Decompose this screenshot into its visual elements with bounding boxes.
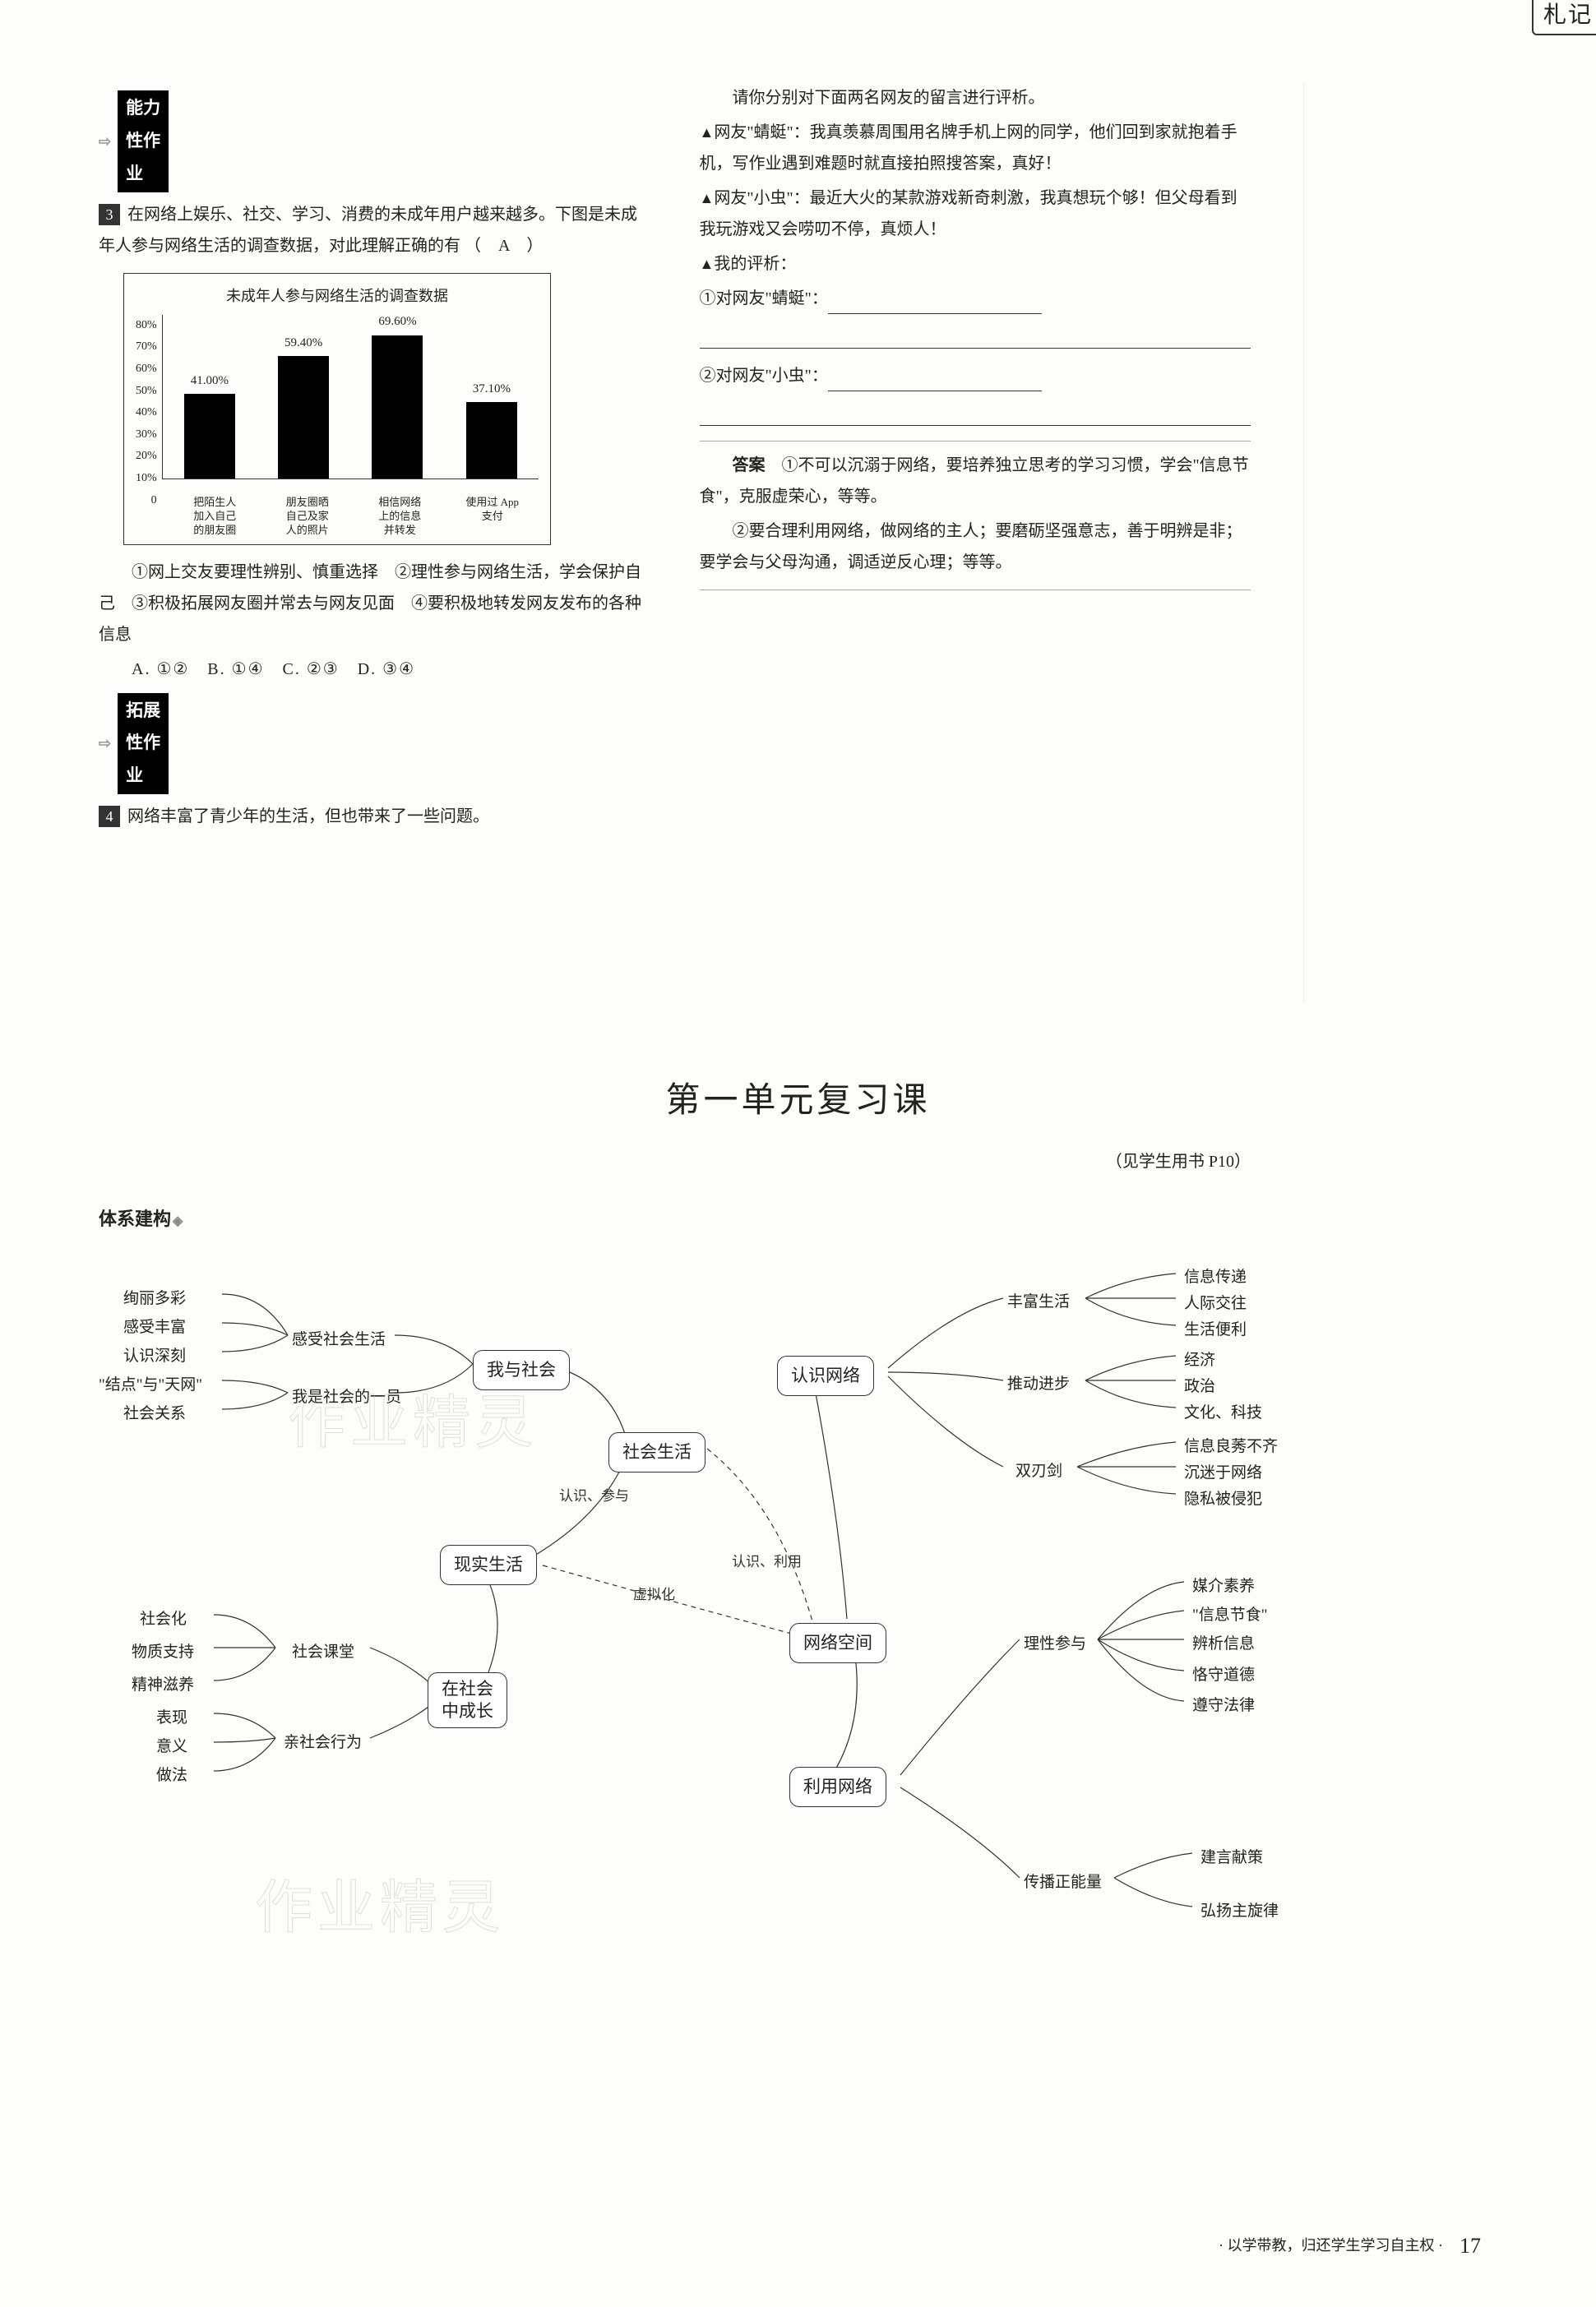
q3-options: ①网上交友要理性辨别、慎重选择 ②理性参与网络生活，学会保护自己 ③积极拓展网友… [99, 557, 650, 650]
blank-line [700, 395, 1251, 426]
branch: 亲社会行为 [284, 1728, 362, 1758]
leaf: 物质支持 [132, 1638, 194, 1667]
leaf: 政治 [1184, 1372, 1215, 1402]
section-ability-title: ⇨ 能力性作业 [99, 90, 650, 192]
leaf: 信息传递 [1184, 1263, 1247, 1292]
leaf: 遵守法律 [1192, 1691, 1255, 1721]
node-net-space: 网络空间 [789, 1623, 886, 1664]
leaf: 表现 [156, 1704, 187, 1733]
framework-heading: 体系建构◈ [99, 1202, 1497, 1237]
leaf: 建言献策 [1200, 1843, 1263, 1873]
friend2-block: ▲网友"小虫"：最近大火的某款游戏新奇刺激，我真想玩个够！但父母看到我玩游戏又会… [700, 183, 1251, 245]
lesson-notes-stamp: 备课 札记 [1532, 0, 1596, 35]
q3-choices: A. ①② B. ①④ C. ②③ D. ③④ [132, 654, 650, 685]
leaf: 绚丽多彩 [123, 1284, 186, 1314]
question-number-3: 3 [99, 204, 120, 225]
concept-map: 绚丽多彩 感受丰富 认识深刻 "结点"与"天网" 社会关系 感受社会生活 我是社… [99, 1245, 1332, 1985]
q3-answer: A [498, 237, 516, 255]
answer-title: 答案 [733, 456, 766, 474]
watermark: 作业精灵 [255, 1853, 505, 1963]
q4-stem: 4 网络丰富了青少年的生活，但也带来了一些问题。 [99, 801, 650, 832]
branch: 感受社会生活 [292, 1325, 386, 1355]
branch: 社会课堂 [292, 1638, 354, 1667]
my-comment-label: ▲我的评析： [700, 248, 1251, 280]
branch: 理性参与 [1024, 1630, 1086, 1659]
section-extend-title: ⇨ 拓展性作业 [99, 693, 650, 795]
leaf: 媒介素养 [1192, 1572, 1255, 1602]
branch: 推动进步 [1007, 1370, 1070, 1399]
leaf: 意义 [156, 1732, 187, 1762]
leaf: "结点"与"天网" [99, 1371, 202, 1400]
edge-label: 认识、利用 [732, 1549, 802, 1575]
blank-friend1: ①对网友"蜻蜓"： [700, 283, 1251, 314]
two-column-layout: ⇨ 能力性作业 3 在网络上娱乐、社交、学习、消费的未成年用户越来越多。下图是未… [99, 82, 1497, 1003]
notes-margin-column [1300, 82, 1497, 1003]
page-footer: · 以学带教，归还学生学习自主权 · 17 [1219, 2226, 1481, 2266]
leaf: 隐私被侵犯 [1184, 1485, 1262, 1514]
arrow-icon: ⇨ [99, 127, 111, 155]
node-grow: 在社会中成长 [428, 1672, 507, 1729]
edge-label: 认识、参与 [559, 1483, 629, 1509]
branch: 丰富生活 [1007, 1288, 1070, 1317]
node-social-life: 社会生活 [608, 1432, 705, 1473]
leaf: 做法 [156, 1761, 187, 1791]
watermark: 作业精灵 [288, 1368, 538, 1477]
survey-bar-chart: 未成年人参与网络生活的调查数据 80%70%60%50%40%30%20%10%… [123, 273, 551, 545]
unit-title: 第一单元复习课 [99, 1069, 1497, 1135]
node-real-life: 现实生活 [440, 1545, 537, 1586]
left-column: ⇨ 能力性作业 3 在网络上娱乐、社交、学习、消费的未成年用户越来越多。下图是未… [99, 82, 650, 1003]
chart-bars: 41.00%59.40%69.60%37.10% [163, 315, 539, 479]
leaf: 辨析信息 [1192, 1630, 1255, 1659]
leaf: 生活便利 [1184, 1315, 1247, 1345]
leaf: 感受丰富 [123, 1313, 186, 1343]
edge-label: 虚拟化 [633, 1582, 675, 1608]
leaf: 人际交往 [1184, 1289, 1247, 1319]
branch: 传播正能量 [1024, 1868, 1102, 1898]
chart-x-labels: 把陌生人加入自己的朋友圈朋友圈晒自己及家人的照片相信网络上的信息并转发使用过 A… [169, 496, 539, 538]
eval-intro: 请你分别对下面两名网友的留言进行评析。 [700, 82, 1251, 113]
leaf: 恪守道德 [1192, 1661, 1255, 1690]
node-use-net: 利用网络 [789, 1767, 886, 1808]
chart-y-axis: 80%70%60%50%40%30%20%10%0 [136, 315, 163, 479]
chart-title: 未成年人参与网络生活的调查数据 [136, 282, 539, 310]
question-number-4: 4 [99, 806, 120, 827]
blank-friend2: ②对网友"小虫"： [700, 360, 1251, 391]
node-know-net: 认识网络 [777, 1356, 874, 1397]
q3-stem: 3 在网络上娱乐、社交、学习、消费的未成年用户越来越多。下图是未成年人参与网络生… [99, 199, 650, 261]
arrow-icon: ⇨ [99, 729, 111, 757]
leaf: 社会关系 [123, 1399, 186, 1429]
unit-subtitle: （见学生用书 P10） [99, 1146, 1251, 1177]
right-column: 请你分别对下面两名网友的留言进行评析。 ▲网友"蜻蜓"：我真羡慕周围用名牌手机上… [700, 82, 1251, 1003]
leaf: "信息节食" [1192, 1601, 1268, 1630]
friend1-block: ▲网友"蜻蜓"：我真羡慕周围用名牌手机上网的同学，他们回到家就抱着手机，写作业遇… [700, 117, 1251, 179]
answer-box: 答案 ①不可以沉溺于网络，要培养独立思考的学习习惯，学会"信息节食"，克服虚荣心… [700, 441, 1251, 590]
leaf: 文化、科技 [1184, 1399, 1262, 1428]
page-number: 17 [1460, 2226, 1481, 2266]
leaf: 社会化 [140, 1605, 187, 1634]
leaf: 经济 [1184, 1346, 1215, 1375]
branch: 双刃剑 [1015, 1457, 1062, 1486]
leaf: 弘扬主旋律 [1200, 1897, 1279, 1926]
leaf: 认识深刻 [123, 1342, 186, 1371]
leaf: 沉迷于网络 [1184, 1459, 1262, 1488]
blank-line [700, 317, 1251, 349]
leaf: 精神滋养 [132, 1671, 194, 1700]
leaf: 信息良莠不齐 [1184, 1432, 1278, 1462]
